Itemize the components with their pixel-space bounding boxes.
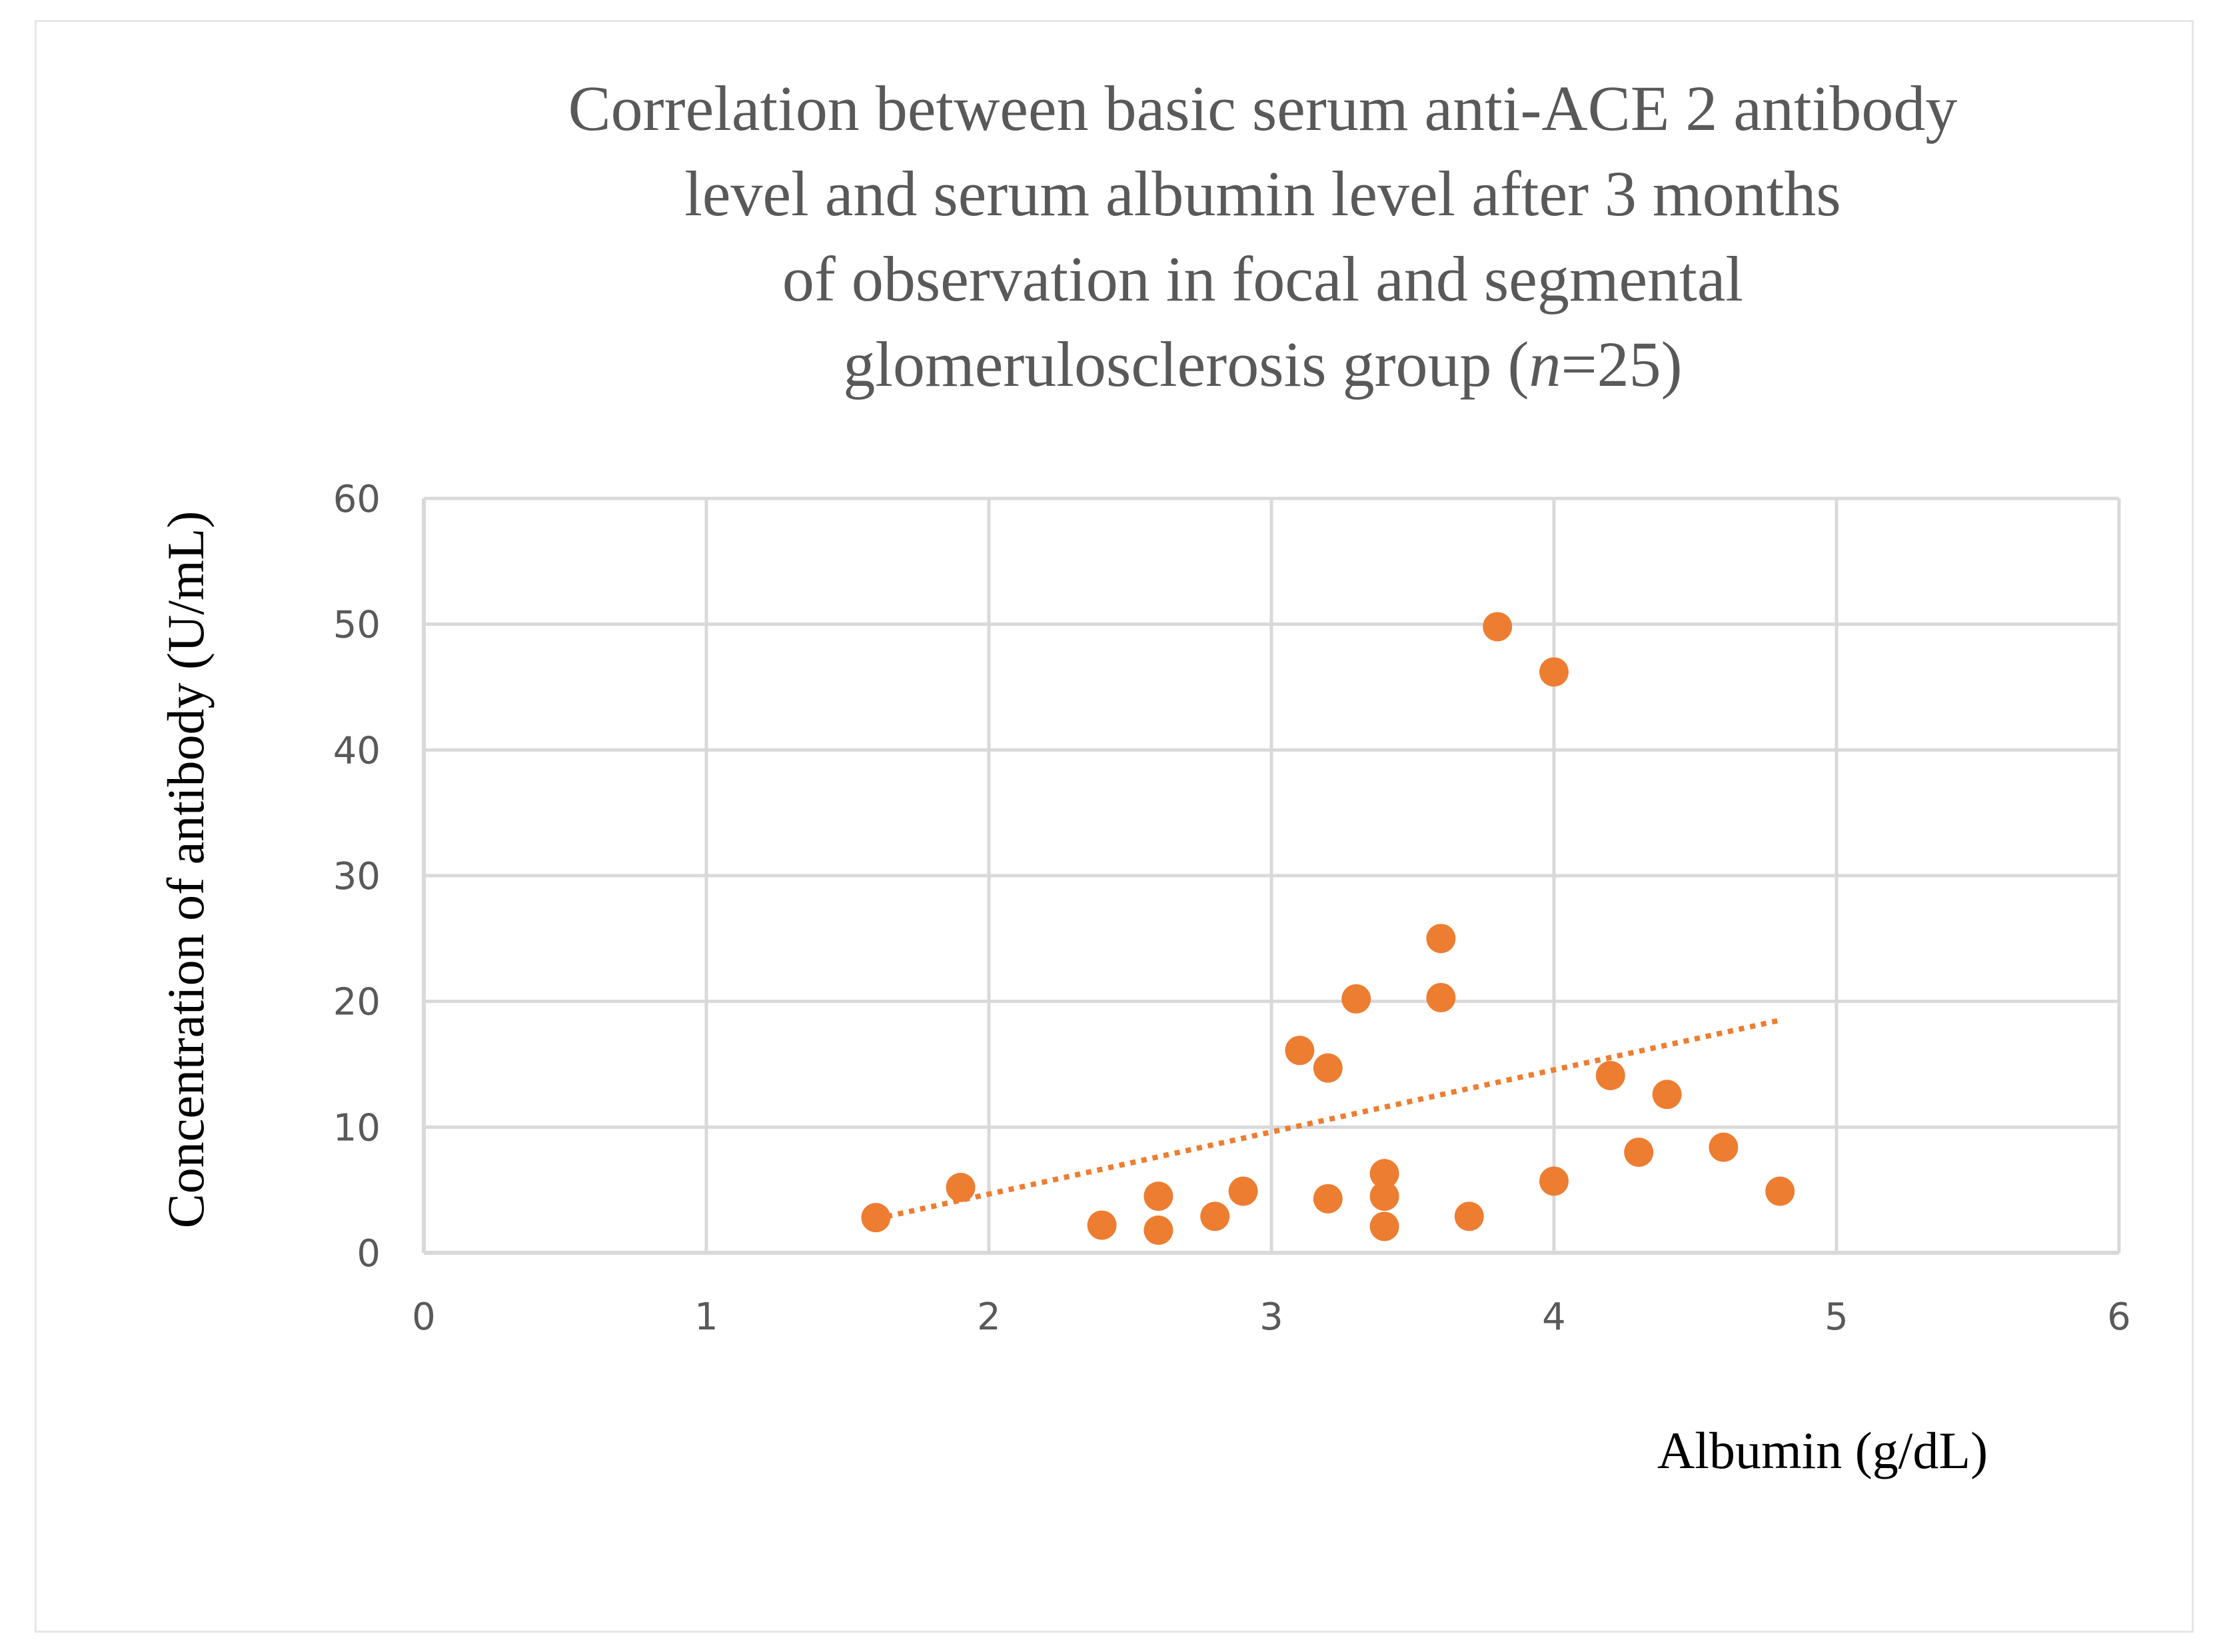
x-axis-title: Albumin (g/dL) <box>1657 1421 1988 1479</box>
chart-title-line-2: level and serum albumin level after 3 mo… <box>684 158 1841 229</box>
data-point <box>1087 1210 1117 1240</box>
x-tick-label-4: 4 <box>1542 1295 1566 1339</box>
x-tick-label-6: 6 <box>2107 1295 2131 1339</box>
x-tick-label-2: 2 <box>977 1295 1001 1339</box>
data-point <box>861 1203 891 1233</box>
data-point <box>1709 1132 1739 1162</box>
data-point <box>1341 984 1371 1014</box>
axes <box>422 498 2119 1255</box>
data-point <box>1652 1080 1682 1110</box>
data-point <box>1200 1202 1230 1232</box>
data-point <box>946 1172 976 1202</box>
y-tick-label-60: 60 <box>333 478 380 521</box>
linear-trendline <box>875 1018 1781 1222</box>
x-tick-label-5: 5 <box>1825 1295 1848 1339</box>
data-point <box>1369 1212 1399 1241</box>
y-tick-label-0: 0 <box>357 1232 380 1275</box>
data-points <box>861 612 1795 1245</box>
chart-title-line-3: of observation in focal and segmental <box>782 243 1743 315</box>
data-point <box>1143 1182 1173 1212</box>
y-axis-title: Concentration of antibody (U/mL) <box>157 511 215 1229</box>
chart-frame <box>35 20 2194 1633</box>
chart-title: Correlation between basic serum anti-ACE… <box>568 73 1958 400</box>
data-point <box>1313 1053 1343 1083</box>
chart-title-line-4-main: glomerulosclerosis group ( <box>843 329 1529 400</box>
data-point <box>1483 612 1513 642</box>
x-tick-label-1: 1 <box>694 1295 718 1339</box>
data-point <box>1624 1138 1654 1168</box>
chart-title-n-value: =25) <box>1561 329 1683 400</box>
y-tick-label-10: 10 <box>333 1106 380 1150</box>
x-tick-label-0: 0 <box>412 1295 436 1339</box>
chart-title-n-symbol: n <box>1529 329 1561 400</box>
data-point <box>1454 1202 1484 1232</box>
data-point <box>1595 1060 1625 1090</box>
data-point <box>1369 1159 1399 1189</box>
data-point <box>1228 1176 1258 1206</box>
y-tick-label-20: 20 <box>333 981 380 1024</box>
data-point <box>1313 1184 1343 1214</box>
data-point <box>1143 1216 1173 1245</box>
y-tick-label-40: 40 <box>333 729 380 772</box>
data-point <box>1539 657 1569 687</box>
data-point <box>1539 1166 1569 1196</box>
chart-title-line-1: Correlation between basic serum anti-ACE… <box>568 73 1958 144</box>
y-tick-label-30: 30 <box>333 855 380 898</box>
x-tick-label-3: 3 <box>1259 1295 1283 1339</box>
trendline-layer <box>875 1018 1781 1222</box>
data-point <box>1369 1182 1399 1212</box>
gridlines <box>424 496 2121 1253</box>
y-tick-label-50: 50 <box>333 604 380 647</box>
data-point <box>1285 1036 1315 1066</box>
data-point <box>1426 983 1456 1013</box>
data-point <box>1426 924 1456 954</box>
data-point <box>1765 1176 1795 1206</box>
chart-title-line-4: glomerulosclerosis group (n=25) <box>843 329 1682 400</box>
